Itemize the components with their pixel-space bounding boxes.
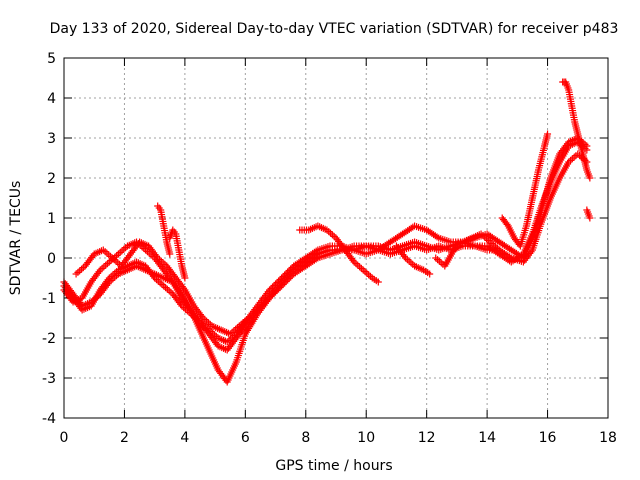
data-point [272, 280, 280, 288]
y-tick-label: 1 [47, 211, 56, 227]
data-point [374, 278, 382, 286]
y-tick-label: 3 [47, 131, 56, 147]
data-point [275, 277, 283, 285]
data-point [177, 300, 185, 308]
data-point [282, 270, 290, 277]
data-point [349, 256, 357, 264]
data-point [278, 282, 286, 290]
data-points [60, 78, 594, 386]
data-point [495, 246, 503, 254]
data-point [287, 273, 295, 281]
data-point [278, 274, 286, 282]
series-track-3 [60, 134, 591, 346]
x-tick-label: 10 [357, 430, 375, 446]
data-point [279, 281, 287, 288]
data-point [269, 291, 277, 299]
y-axis-ticks: -4 -3 -2 -1 0 1 2 3 4 5 [42, 51, 608, 427]
data-point [266, 286, 274, 294]
data-point [166, 250, 174, 258]
y-tick-label: -4 [42, 411, 56, 427]
data-point [270, 290, 278, 297]
series-track-6 [166, 226, 189, 282]
x-axis-label: GPS time / hours [275, 458, 392, 474]
data-point [433, 233, 441, 241]
data-point [312, 255, 320, 263]
y-axis-label: SDTVAR / TECUs [8, 181, 24, 296]
y-tick-label: -3 [42, 371, 56, 387]
x-tick-label: 8 [301, 430, 310, 446]
x-axis-ticks: 0 2 4 6 8 10 12 14 16 18 [60, 58, 617, 446]
data-point [149, 272, 157, 280]
data-point [275, 285, 283, 293]
data-point [285, 267, 293, 274]
data-point [281, 271, 289, 279]
data-point [544, 130, 552, 138]
data-point [273, 279, 281, 286]
data-point [284, 276, 292, 284]
data-point [269, 283, 277, 291]
y-tick-label: 2 [47, 171, 56, 187]
data-point [95, 268, 103, 276]
x-tick-label: 14 [478, 430, 496, 446]
series-track-8 [392, 242, 434, 278]
data-point [586, 174, 594, 182]
y-tick-label: 4 [47, 91, 56, 107]
data-point [285, 275, 293, 282]
data-point [181, 274, 189, 282]
data-point [503, 220, 511, 228]
series-track-7 [296, 222, 382, 286]
data-point [266, 294, 274, 302]
data-point [276, 284, 284, 291]
data-point [244, 314, 252, 322]
x-tick-label: 4 [180, 430, 189, 446]
data-point [279, 273, 287, 280]
data-point [586, 214, 594, 222]
y-tick-label: 0 [47, 251, 56, 267]
y-tick-label: 5 [47, 51, 56, 67]
plot-frame [63, 57, 609, 419]
data-point [264, 296, 272, 303]
data-point [583, 142, 591, 150]
data-point [267, 293, 275, 300]
data-point [270, 282, 278, 289]
chart-title: Day 133 of 2020, Sidereal Day-to-day VTE… [50, 21, 619, 37]
data-point [195, 316, 203, 324]
series-track-10 [498, 130, 552, 250]
data-point [287, 265, 295, 273]
data-point [400, 252, 408, 260]
data-point [180, 284, 188, 292]
data-point [312, 247, 320, 255]
x-tick-label: 18 [599, 430, 617, 446]
x-tick-label: 0 [60, 430, 69, 446]
data-point [267, 285, 275, 292]
data-point [284, 268, 292, 276]
y-tick-label: -2 [42, 331, 56, 347]
data-point [281, 279, 289, 287]
data-point [198, 312, 206, 320]
x-tick-label: 6 [241, 430, 250, 446]
data-point [272, 288, 280, 296]
series-track-4 [72, 238, 252, 338]
data-point [152, 252, 160, 260]
data-point [426, 270, 434, 278]
data-point [282, 278, 290, 285]
x-tick-label: 16 [539, 430, 557, 446]
data-point [276, 276, 284, 283]
series-track-9 [432, 230, 503, 270]
series-track-11 [559, 78, 594, 182]
data-point [104, 276, 112, 284]
series-track-12 [583, 206, 594, 222]
x-tick-label: 12 [418, 430, 436, 446]
series-track-5 [154, 202, 174, 258]
y-tick-label: -1 [42, 291, 56, 307]
data-point [273, 287, 281, 294]
x-tick-label: 2 [120, 430, 129, 446]
